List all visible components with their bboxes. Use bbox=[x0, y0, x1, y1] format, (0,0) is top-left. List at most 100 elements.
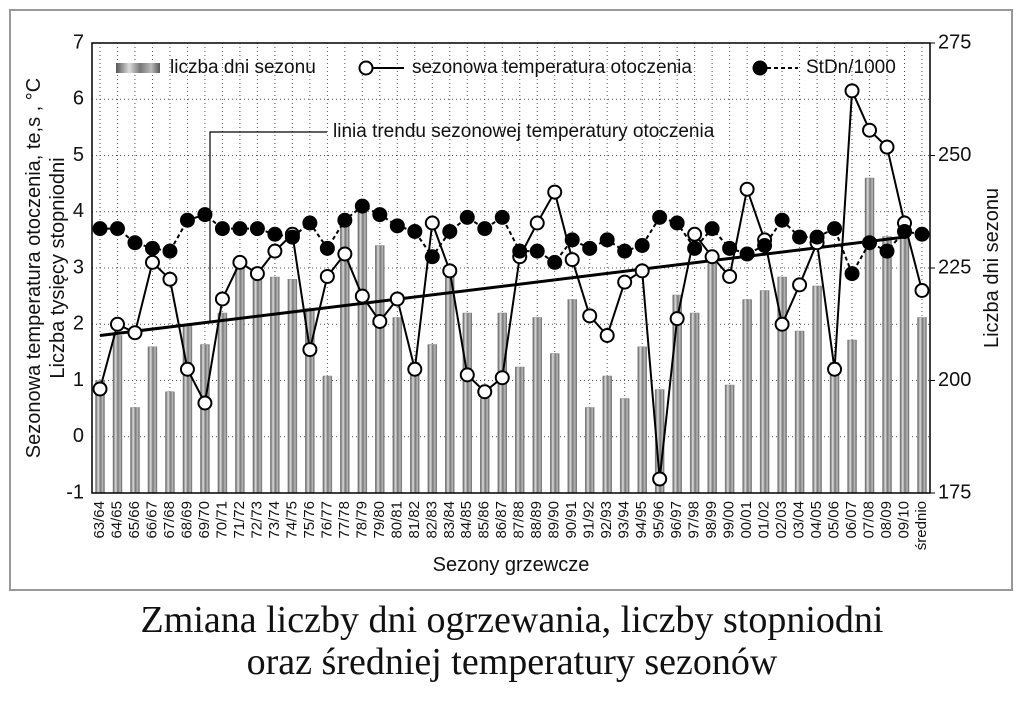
point bbox=[704, 221, 720, 237]
x-tick-label: 96/97 bbox=[668, 501, 685, 539]
point bbox=[249, 221, 265, 237]
x-tick-label: 09/10 bbox=[895, 501, 912, 539]
point bbox=[599, 232, 615, 248]
point bbox=[879, 243, 895, 259]
point bbox=[319, 240, 335, 256]
point bbox=[92, 221, 108, 237]
x-tick-label: 79/80 bbox=[371, 501, 388, 539]
point bbox=[407, 223, 423, 239]
point bbox=[757, 238, 773, 253]
point bbox=[914, 283, 930, 298]
bar bbox=[759, 290, 770, 494]
x-tick-label: 75/76 bbox=[301, 501, 318, 539]
x-tick-label: 64/65 bbox=[108, 501, 125, 539]
point bbox=[197, 207, 213, 223]
point bbox=[897, 223, 913, 239]
point bbox=[144, 254, 160, 270]
point bbox=[459, 209, 475, 225]
point bbox=[617, 243, 633, 259]
bar bbox=[707, 263, 717, 494]
point bbox=[214, 221, 230, 237]
point bbox=[704, 249, 720, 265]
y-tick-label: -1 bbox=[66, 481, 84, 503]
x-tick-label: 03/04 bbox=[791, 501, 808, 539]
y-tick-label: 4 bbox=[73, 200, 84, 222]
caption: Zmiana liczby dni ogrzewania, liczby sto… bbox=[141, 599, 884, 641]
point bbox=[459, 367, 475, 383]
bar bbox=[322, 375, 333, 494]
x-tick-label: 07/08 bbox=[861, 501, 878, 539]
point bbox=[144, 240, 160, 256]
bar bbox=[392, 317, 403, 494]
point bbox=[512, 243, 528, 259]
x-tick-label: 67/68 bbox=[161, 501, 178, 539]
x-tick-label: 93/94 bbox=[616, 501, 633, 539]
x-tick-label: 66/67 bbox=[143, 501, 160, 539]
point bbox=[337, 212, 353, 228]
point bbox=[389, 218, 405, 234]
y-tick-label: 3 bbox=[73, 256, 84, 278]
bar bbox=[602, 375, 612, 494]
y-tick-label: 1 bbox=[73, 369, 84, 391]
x-tick-label: 73/74 bbox=[266, 501, 283, 539]
x-tick-label: 90/91 bbox=[563, 501, 580, 539]
point bbox=[669, 311, 685, 327]
point bbox=[687, 240, 703, 256]
point bbox=[634, 263, 650, 279]
bar bbox=[95, 380, 105, 494]
point bbox=[109, 316, 125, 332]
point bbox=[162, 243, 178, 259]
x-tick-label: 00/01 bbox=[738, 501, 755, 539]
x-tick-label: 80/81 bbox=[388, 501, 405, 539]
x-axis-label: Sezony grzewcze bbox=[433, 554, 590, 576]
annotation: linia trendu sezonowej temperatury otocz… bbox=[333, 121, 715, 142]
x-tick-label: 86/87 bbox=[493, 501, 510, 539]
x-tick-label: 88/89 bbox=[528, 501, 545, 539]
bar bbox=[497, 312, 508, 494]
legend-swatch bbox=[116, 63, 160, 73]
bar bbox=[375, 245, 385, 494]
x-tick-label: 05/06 bbox=[826, 501, 843, 539]
legend-label: StDn/1000 bbox=[806, 57, 896, 78]
x-tick-label: 01/02 bbox=[756, 501, 773, 539]
point bbox=[722, 268, 738, 284]
bar bbox=[427, 344, 438, 494]
point bbox=[564, 232, 580, 248]
point bbox=[319, 268, 335, 284]
bar bbox=[899, 236, 910, 494]
point bbox=[739, 246, 755, 262]
point bbox=[669, 215, 685, 231]
y2-tick-label: 250 bbox=[938, 144, 971, 166]
bar bbox=[567, 299, 577, 494]
bar bbox=[130, 407, 140, 494]
annotation-leader bbox=[209, 131, 327, 322]
point bbox=[302, 342, 318, 358]
point bbox=[302, 215, 318, 231]
point bbox=[162, 271, 178, 287]
point bbox=[687, 226, 703, 242]
point bbox=[424, 249, 440, 265]
point bbox=[809, 229, 825, 245]
point bbox=[197, 395, 213, 411]
y-tick-label: 7 bbox=[73, 31, 84, 53]
point bbox=[879, 139, 895, 155]
bar bbox=[462, 312, 473, 494]
bar bbox=[514, 366, 525, 494]
bar bbox=[480, 398, 490, 494]
bar bbox=[917, 317, 927, 494]
x-tick-label: 95/96 bbox=[651, 501, 668, 539]
point bbox=[844, 83, 860, 99]
point bbox=[582, 308, 598, 324]
bar bbox=[847, 339, 857, 494]
x-tick-label: 63/64 bbox=[91, 501, 108, 539]
point bbox=[914, 226, 930, 242]
legend-marker bbox=[358, 60, 374, 76]
x-tick-label: średnio bbox=[913, 501, 930, 550]
x-tick-label: 92/93 bbox=[598, 501, 615, 539]
bar bbox=[724, 384, 735, 494]
x-tick-label: 71/72 bbox=[231, 501, 248, 539]
bar bbox=[637, 346, 647, 494]
x-tick-label: 65/66 bbox=[126, 501, 143, 539]
